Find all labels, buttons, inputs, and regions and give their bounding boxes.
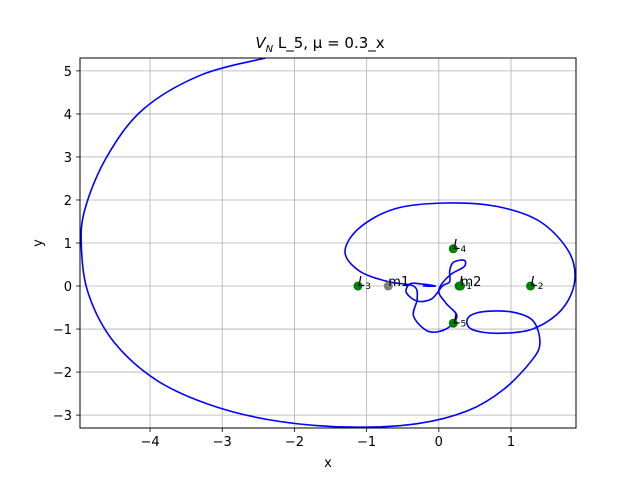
y-tick-label: 2 xyxy=(64,194,72,209)
point-label-m1: m1 xyxy=(388,275,409,290)
point-l2 xyxy=(526,281,536,291)
point-label-l3: L3 xyxy=(358,275,371,292)
grid xyxy=(80,58,576,428)
y-tick-label: 4 xyxy=(64,108,72,123)
x-tick-label: −2 xyxy=(285,435,304,450)
point-label-l2: L2 xyxy=(531,275,544,292)
y-tick-label: 1 xyxy=(64,237,72,252)
chart-title: VN L_5, μ = 0.3_x xyxy=(255,34,384,55)
point-l4 xyxy=(448,244,458,254)
x-tick-label: −3 xyxy=(213,435,232,450)
point-l5 xyxy=(448,318,458,328)
y-tick-label: −1 xyxy=(53,323,72,338)
y-tick-label: 3 xyxy=(64,151,72,166)
y-tick-label: 5 xyxy=(64,65,72,80)
x-tick-label: 1 xyxy=(507,435,515,450)
x-tick-label: −1 xyxy=(357,435,376,450)
point-l3 xyxy=(353,281,363,291)
ticks: −4 −3 −2 −1 0 1 −3 −2 −1 0 1 2 3 4 5 xyxy=(53,65,515,450)
point-label-m2: m2 xyxy=(460,275,481,290)
x-axis-label: x xyxy=(324,456,332,471)
y-tick-label: −3 xyxy=(53,409,72,424)
trajectory-line xyxy=(80,58,576,428)
special-points: L1L2L3L4L5m1m2 xyxy=(353,238,544,329)
y-tick-label: −2 xyxy=(53,366,72,381)
x-tick-label: 0 xyxy=(435,435,443,450)
point-m2 xyxy=(455,281,465,291)
y-axis-label: y xyxy=(31,239,46,247)
y-tick-label: 0 xyxy=(64,280,72,295)
point-label-l4: L4 xyxy=(453,238,466,255)
point-m1 xyxy=(383,281,393,291)
point-label-l5: L5 xyxy=(453,312,466,329)
x-tick-label: −4 xyxy=(140,435,159,450)
